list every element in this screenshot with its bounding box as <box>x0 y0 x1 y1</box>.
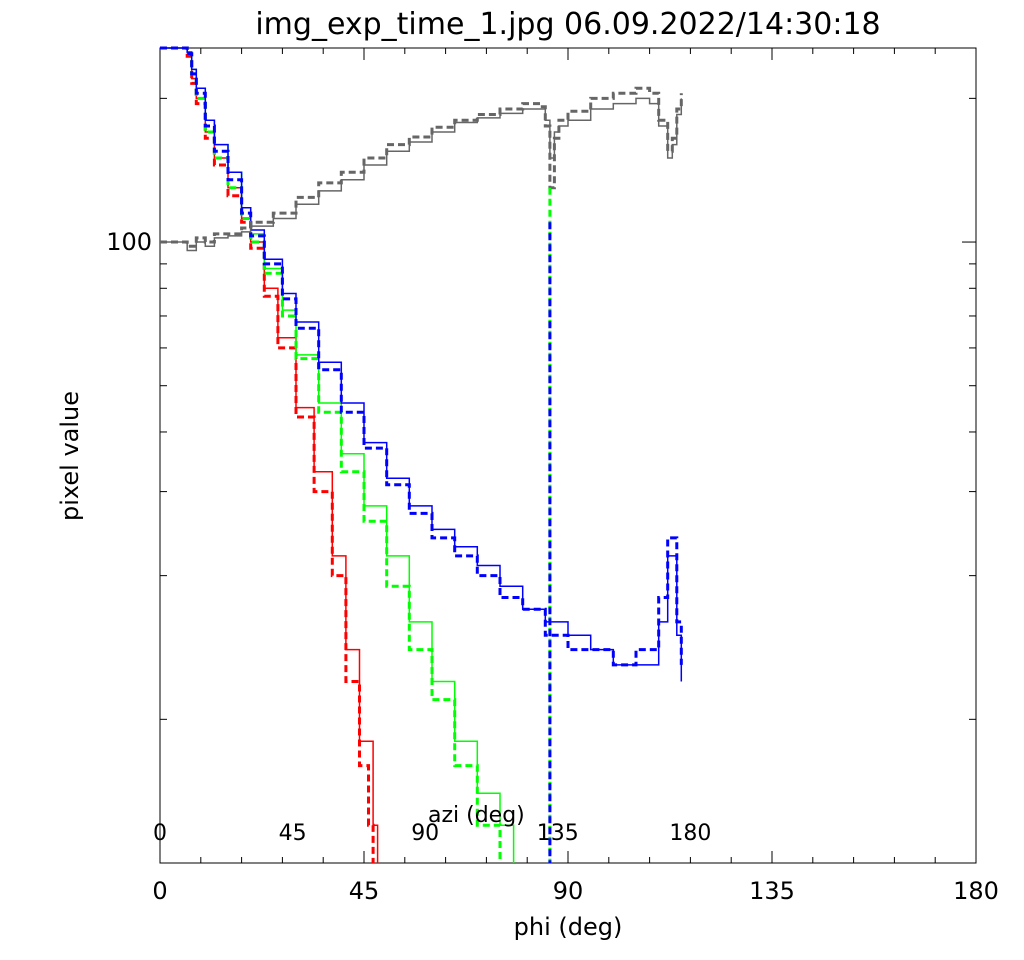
series-line-4 <box>160 47 683 682</box>
y-axis-label: pixel value <box>56 391 84 521</box>
x-tick-label: 135 <box>749 877 795 905</box>
secondary-x-axis-label: azi (deg) <box>428 803 525 828</box>
secondary-x-tick-label: 90 <box>411 821 439 846</box>
chart-title: img_exp_time_1.jpg 06.09.2022/14:30:18 <box>255 7 880 42</box>
series-line-5 <box>160 46 683 667</box>
y-tick-label: 100 <box>106 228 152 256</box>
x-tick-label: 45 <box>349 877 380 905</box>
series-line-7 <box>160 86 683 248</box>
secondary-x-tick-label: 45 <box>279 821 307 846</box>
x-tick-label: 0 <box>152 877 167 905</box>
x-tick-label: 180 <box>953 877 999 905</box>
x-axis-label: phi (deg) <box>514 913 623 941</box>
series-line-2 <box>160 47 515 863</box>
series-line-3 <box>160 46 502 863</box>
secondary-x-tick-label: 135 <box>537 821 579 846</box>
secondary-x-tick-label: 0 <box>153 821 167 846</box>
x-tick-label: 90 <box>553 877 584 905</box>
plot-frame <box>159 47 977 864</box>
axes: 0 45 90 135 180 100 0 45 90 135 180 <box>106 48 999 905</box>
series-line-0 <box>160 47 379 863</box>
series-layer <box>160 46 683 863</box>
series-line-6 <box>160 97 683 252</box>
secondary-x-tick-label: 180 <box>669 821 711 846</box>
